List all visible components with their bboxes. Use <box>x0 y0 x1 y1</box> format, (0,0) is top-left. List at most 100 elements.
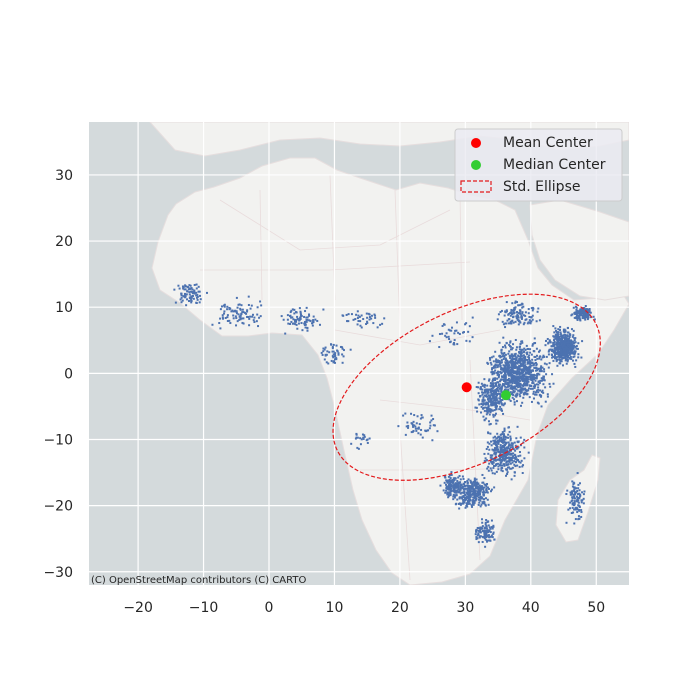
data-point <box>496 373 499 376</box>
data-point <box>490 371 493 374</box>
data-point <box>235 310 238 313</box>
data-point <box>466 487 469 490</box>
data-point <box>524 371 527 374</box>
data-point <box>511 363 514 366</box>
data-point <box>554 353 557 356</box>
data-point <box>444 334 447 337</box>
data-point <box>442 489 445 492</box>
data-point <box>495 470 498 473</box>
data-point <box>514 465 517 468</box>
data-point <box>571 480 574 483</box>
data-point <box>475 484 478 487</box>
data-point <box>368 318 371 321</box>
data-point <box>547 353 550 356</box>
data-point <box>342 314 345 317</box>
data-point <box>284 332 287 335</box>
data-point <box>242 322 245 325</box>
data-point <box>499 371 502 374</box>
data-point <box>485 524 488 527</box>
data-point <box>481 391 484 394</box>
data-point <box>469 485 472 488</box>
data-point <box>535 347 538 350</box>
data-point <box>522 368 525 371</box>
data-point <box>332 343 335 346</box>
data-point <box>553 331 556 334</box>
data-point <box>481 496 484 499</box>
data-point <box>573 339 576 342</box>
data-point <box>495 451 498 454</box>
data-point <box>574 337 577 340</box>
data-point <box>294 323 297 326</box>
data-point <box>243 311 246 314</box>
data-point <box>286 314 289 317</box>
data-point <box>527 312 530 315</box>
data-point <box>563 349 566 352</box>
data-point <box>563 328 566 331</box>
data-point <box>501 466 504 469</box>
data-point <box>484 523 487 526</box>
data-point <box>370 314 373 317</box>
data-point <box>523 347 526 350</box>
data-point <box>593 318 596 321</box>
data-point <box>578 489 581 492</box>
data-point <box>509 340 512 343</box>
data-point <box>573 495 576 498</box>
data-point <box>493 403 496 406</box>
data-point <box>580 311 583 314</box>
data-point <box>239 307 242 310</box>
data-point <box>520 316 523 319</box>
data-point <box>548 348 551 351</box>
data-point <box>567 340 570 343</box>
data-point <box>509 449 512 452</box>
data-point <box>505 364 508 367</box>
data-point <box>525 390 528 393</box>
data-point <box>579 311 582 314</box>
data-point <box>492 382 495 385</box>
data-point <box>189 287 192 290</box>
data-point <box>495 447 498 450</box>
data-point <box>457 487 460 490</box>
data-point <box>575 359 578 362</box>
data-point <box>240 312 243 315</box>
data-point <box>506 471 509 474</box>
data-point <box>480 487 483 490</box>
data-point <box>504 353 507 356</box>
data-point <box>582 310 585 313</box>
data-point <box>531 318 534 321</box>
data-point <box>370 317 373 320</box>
data-point <box>290 320 293 323</box>
data-point <box>356 436 359 439</box>
data-point <box>458 497 461 500</box>
data-point <box>309 320 312 323</box>
data-point <box>368 316 371 319</box>
data-point <box>532 377 535 380</box>
data-point <box>522 364 525 367</box>
data-point <box>486 445 489 448</box>
data-point <box>543 370 546 373</box>
data-point <box>412 425 415 428</box>
data-point <box>247 303 250 306</box>
data-point <box>574 345 577 348</box>
data-point <box>350 442 353 445</box>
data-point <box>490 356 493 359</box>
data-point <box>569 491 572 494</box>
data-point <box>572 359 575 362</box>
data-point <box>525 344 528 347</box>
data-point <box>322 347 325 350</box>
data-point <box>483 502 486 505</box>
data-point <box>523 446 526 449</box>
data-point <box>455 491 458 494</box>
data-point <box>239 314 242 317</box>
data-point <box>488 539 491 542</box>
data-point <box>577 342 580 345</box>
data-point <box>517 323 520 326</box>
data-point <box>525 351 528 354</box>
data-point <box>517 372 520 375</box>
data-point <box>573 490 576 493</box>
data-point <box>337 352 340 355</box>
data-point <box>305 320 308 323</box>
data-point <box>500 355 503 358</box>
data-point <box>535 376 538 379</box>
data-point <box>514 385 517 388</box>
data-point <box>356 323 359 326</box>
